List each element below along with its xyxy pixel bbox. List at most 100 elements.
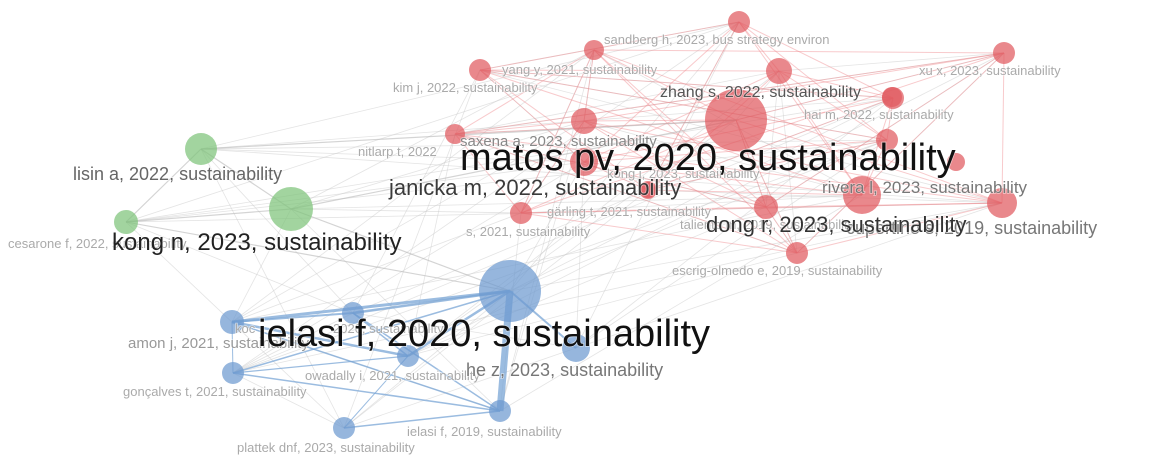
- node-goncalves[interactable]: [222, 362, 244, 384]
- edge-background: [520, 49, 595, 214]
- node-zhangs[interactable]: [766, 58, 792, 84]
- node-nitlarp[interactable]: [445, 124, 465, 144]
- edge-red-cluster: [593, 49, 767, 208]
- edge-background: [200, 97, 894, 150]
- edge-red-cluster: [454, 133, 1003, 204]
- edge-background: [231, 120, 585, 323]
- edge-background: [575, 21, 740, 349]
- node-garling[interactable]: [510, 202, 532, 224]
- edge-background: [125, 139, 888, 223]
- node-x2020[interactable]: [342, 302, 364, 324]
- node-label-yangy: yang y, 2021, sustainability: [502, 62, 658, 77]
- node-label-zhangs: zhang s, 2022, sustainability: [660, 84, 861, 101]
- edge-green-cluster: [125, 221, 511, 292]
- node-amonj[interactable]: [220, 310, 244, 334]
- node-hez[interactable]: [562, 334, 590, 362]
- edge-blue-cluster: [352, 312, 409, 357]
- edge-background: [200, 139, 888, 150]
- edge-red-cluster: [593, 49, 798, 254]
- node-janicka[interactable]: [570, 148, 598, 176]
- node-kimj[interactable]: [584, 40, 604, 60]
- edge-red-cluster: [454, 49, 595, 135]
- labels-layer: sandberg h, 2023, bus strategy environ xu…: [7, 31, 1098, 455]
- edge-background: [125, 221, 354, 314]
- node-label-lisin: lisin a, 2022, sustainability: [73, 164, 282, 184]
- edge-green-cluster: [125, 148, 202, 223]
- node-cesarone[interactable]: [114, 210, 138, 234]
- edge-background: [647, 21, 740, 191]
- edge-blue-cluster: [231, 312, 354, 323]
- edge-background: [647, 189, 1003, 204]
- node-dongr[interactable]: [754, 195, 778, 219]
- node-kongn[interactable]: [269, 187, 313, 231]
- edge-red-cluster: [583, 120, 767, 208]
- edge-background: [200, 21, 740, 150]
- edge-blue-cluster: [352, 312, 501, 412]
- edge-red-cluster: [583, 139, 888, 163]
- node-label-cesarone: cesarone f, 2022, sustainability: [8, 236, 187, 251]
- node-saxena[interactable]: [571, 108, 597, 134]
- node-plattek[interactable]: [333, 417, 355, 439]
- edge-green-cluster: [125, 208, 292, 223]
- node-label-x2020: 2020, sustainability: [333, 321, 444, 336]
- node-owadally[interactable]: [397, 345, 419, 367]
- edge-red-cluster: [479, 69, 888, 141]
- edge-red-cluster: [454, 133, 798, 254]
- edge-background: [343, 347, 577, 429]
- edge-background: [232, 21, 740, 374]
- edge-red-cluster: [796, 52, 1005, 254]
- node-matos[interactable]: [705, 89, 767, 151]
- edge-background: [352, 69, 481, 314]
- edge-red-cluster: [738, 21, 894, 99]
- node-label-kimj: kim j, 2022, sustainability: [393, 80, 538, 95]
- edge-red-cluster: [647, 139, 888, 191]
- node-xux[interactable]: [993, 42, 1015, 64]
- node-label-haim: hai m, 2022, sustainability: [804, 107, 954, 122]
- edge-background: [231, 49, 595, 323]
- edge-red-cluster: [520, 212, 798, 254]
- edge-red-cluster: [520, 119, 737, 214]
- edge-background: [352, 189, 649, 314]
- edge-background: [454, 70, 780, 135]
- edge-blue-cluster: [232, 290, 511, 374]
- node-taliento[interactable]: [876, 129, 898, 151]
- node-label-nitlarp: nitlarp t, 2022: [358, 144, 437, 159]
- edge-background: [125, 161, 585, 223]
- edge-background: [454, 133, 798, 254]
- node-rivera[interactable]: [843, 176, 881, 214]
- node-ielasi2020[interactable]: [479, 260, 541, 322]
- node-label-janicka: janicka m, 2022, sustainability: [388, 175, 681, 200]
- node-label-saxena: saxena a, 2023, sustainability: [460, 133, 657, 150]
- edge-red-cluster: [647, 97, 894, 191]
- node-label-matos: matos pv, 2020, sustainability: [460, 137, 956, 179]
- node-yangy[interactable]: [469, 59, 491, 81]
- edge-background: [232, 202, 1003, 374]
- node-ielasi2019[interactable]: [489, 400, 511, 422]
- edge-background: [479, 21, 740, 71]
- edge-blue-cluster: [231, 321, 501, 412]
- node-label-s2021: s, 2021, sustainability: [466, 224, 591, 239]
- edge-red-cluster: [735, 52, 1005, 121]
- node-label-plattek: plattek dnf, 2023, sustainability: [237, 440, 415, 455]
- node-lisin[interactable]: [185, 133, 217, 165]
- edge-blue-cluster: [232, 372, 501, 412]
- edge-red-cluster: [583, 161, 863, 196]
- edge-background: [290, 208, 501, 412]
- edge-background: [232, 161, 585, 374]
- node-label-taliento: taliento m, 2019, sustainability: [680, 217, 855, 232]
- node-unlabeled-0[interactable]: [882, 87, 902, 107]
- node-sandberg[interactable]: [728, 11, 750, 33]
- node-label-xux: xu x, 2023, sustainability: [919, 63, 1061, 78]
- node-label-owadally: owadally i, 2021, sustainability: [305, 368, 480, 383]
- node-cupertino[interactable]: [987, 188, 1017, 218]
- node-escrig[interactable]: [786, 242, 808, 264]
- edge-background: [454, 133, 767, 208]
- node-unlabeled-1[interactable]: [947, 153, 965, 171]
- node-unlabeled-2[interactable]: [640, 182, 656, 198]
- edge-background: [200, 148, 345, 429]
- edge-red-cluster: [520, 120, 585, 214]
- edge-background: [290, 49, 595, 210]
- edge-blue-cluster: [343, 355, 409, 429]
- node-label-ielasi2019: ielasi f, 2019, sustainability: [407, 424, 562, 439]
